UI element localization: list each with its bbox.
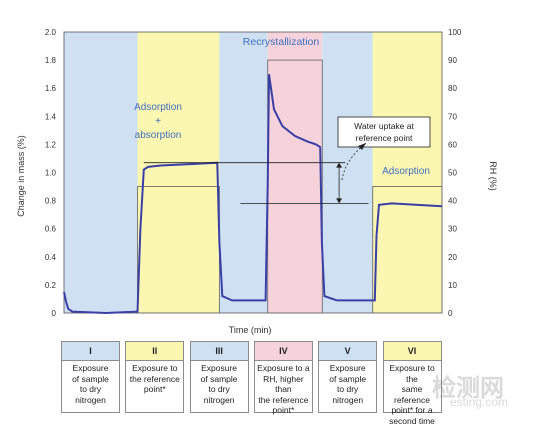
y-tick-label: 0.2 — [45, 281, 57, 290]
annotation-adsorption-2: + — [155, 116, 161, 127]
y2-tick-label: 40 — [448, 197, 457, 206]
phase-description-line: to dry — [193, 384, 246, 395]
y-tick-label: 1.4 — [45, 112, 57, 121]
phase-description-line: point* — [128, 384, 181, 395]
phase-band-3 — [219, 32, 267, 313]
phase-numeral: I — [62, 342, 119, 361]
phase-description-line: point* — [257, 405, 310, 416]
y2-tick-label: 50 — [448, 169, 457, 178]
y-tick-label: 0.4 — [45, 253, 57, 262]
y-tick-label: 0.6 — [45, 225, 57, 234]
phase-numeral: V — [319, 342, 376, 361]
phase-description-line: of sample — [193, 374, 246, 385]
water-uptake-line2: reference point — [356, 133, 413, 143]
phase-band-5 — [322, 32, 372, 313]
phase-numeral: IV — [255, 342, 312, 361]
y2-tick-label: 100 — [448, 28, 462, 37]
phase-description-line: nitrogen — [321, 395, 374, 406]
phase-description-line: Exposure to a — [257, 363, 310, 374]
y-tick-label: 1.2 — [45, 140, 57, 149]
y2-tick-label: 70 — [448, 112, 457, 121]
annotation-adsorption: Adsorption — [382, 166, 430, 177]
phase-numeral: II — [126, 342, 183, 361]
phase-description-line: RH, higher than — [257, 374, 310, 395]
water-uptake-line1: Water uptake at — [354, 121, 414, 131]
phase-description-line: second time — [386, 416, 439, 426]
phase-description-line: the reference — [257, 395, 310, 406]
y2-tick-label: 0 — [448, 309, 453, 318]
x-axis-title: Time (min) — [229, 325, 272, 335]
phase-description-line: of sample — [321, 374, 374, 385]
y2-tick-label: 60 — [448, 140, 457, 149]
y2-tick-label: 30 — [448, 225, 457, 234]
y2-tick-label: 10 — [448, 281, 457, 290]
y-tick-label: 1.0 — [45, 169, 57, 178]
phase-description-line: same reference — [386, 384, 439, 405]
annotation-adsorption-3: absorption — [135, 130, 182, 141]
phase-description-line: point* for a — [386, 405, 439, 416]
phase-description-line: Exposure — [193, 363, 246, 374]
y2-axis-title: RH (%) — [488, 161, 498, 191]
y-tick-label: 1.6 — [45, 84, 57, 93]
phase-band-1 — [64, 32, 138, 313]
phase-description-line: to dry — [64, 384, 117, 395]
phase-band-2 — [138, 32, 220, 313]
phase-description-line: nitrogen — [193, 395, 246, 406]
y-tick-label: 0 — [52, 309, 57, 318]
y2-tick-label: 90 — [448, 56, 457, 65]
phase-numeral: III — [191, 342, 248, 361]
phase-numeral: VI — [384, 342, 441, 361]
phase-band-4 — [268, 32, 323, 313]
phase-description-line: Exposure to — [128, 363, 181, 374]
watermark-en: esting.com — [450, 395, 508, 409]
phase-description-line: of sample — [64, 374, 117, 385]
phase-description-line: Exposure to the — [386, 363, 439, 384]
annotation-adsorption-1: Adsorption — [134, 102, 182, 113]
phase-description-line: Exposure — [321, 363, 374, 374]
phase-description-line: Exposure — [64, 363, 117, 374]
y-tick-label: 2.0 — [45, 28, 57, 37]
y-tick-label: 1.8 — [45, 56, 57, 65]
annotation-recrystallization: Recrystallization — [243, 36, 320, 48]
y-axis-title: Change in mass (%) — [16, 135, 26, 217]
phase-description-line: to dry — [321, 384, 374, 395]
phase-description-line: nitrogen — [64, 395, 117, 406]
y2-tick-label: 80 — [448, 84, 457, 93]
y-tick-label: 0.8 — [45, 197, 57, 206]
y2-tick-label: 20 — [448, 253, 457, 262]
phase-description-line: the reference — [128, 374, 181, 385]
